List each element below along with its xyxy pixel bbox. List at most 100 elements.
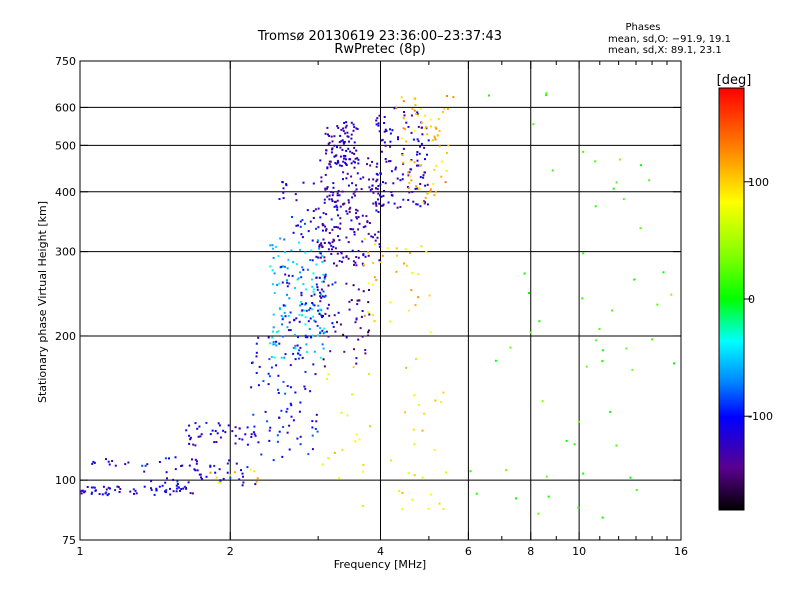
- data-point: [368, 178, 370, 181]
- data-point: [429, 188, 432, 191]
- data-point: [389, 301, 392, 304]
- y-tick-label: 100: [55, 474, 76, 487]
- data-point: [309, 390, 312, 393]
- data-point: [287, 329, 290, 332]
- data-point: [328, 314, 331, 317]
- data-point: [382, 203, 385, 206]
- data-point: [415, 185, 418, 188]
- data-point: [316, 288, 319, 291]
- data-point: [437, 118, 440, 121]
- data-point: [310, 294, 313, 297]
- data-point: [336, 321, 338, 324]
- data-point: [337, 126, 340, 129]
- data-point: [426, 153, 428, 156]
- data-point: [323, 242, 326, 244]
- data-point: [312, 290, 315, 293]
- data-point: [400, 96, 403, 99]
- data-point: [367, 232, 370, 235]
- data-point: [305, 351, 308, 353]
- data-point: [330, 190, 333, 193]
- data-point: [384, 144, 387, 147]
- data-point: [305, 343, 308, 346]
- data-point: [396, 206, 399, 209]
- data-point: [416, 164, 418, 167]
- data-point: [602, 349, 605, 352]
- data-point: [336, 199, 339, 202]
- data-point: [278, 282, 281, 285]
- data-point: [355, 357, 358, 360]
- data-point: [301, 236, 304, 239]
- data-point: [409, 160, 412, 163]
- data-point: [344, 132, 347, 135]
- data-point: [413, 394, 416, 397]
- data-point: [326, 186, 329, 189]
- data-point: [405, 264, 408, 267]
- data-point: [313, 350, 316, 353]
- data-point: [629, 476, 632, 479]
- data-point: [241, 472, 244, 475]
- data-point: [347, 257, 350, 260]
- data-point: [328, 135, 331, 137]
- data-point: [288, 424, 291, 427]
- data-point: [420, 126, 423, 129]
- x-axis-label: Frequency [MHz]: [334, 558, 426, 571]
- data-point: [421, 476, 424, 479]
- data-point: [272, 283, 274, 286]
- data-point: [185, 486, 187, 489]
- data-point: [411, 272, 414, 274]
- data-point: [303, 385, 306, 388]
- data-point: [262, 380, 265, 383]
- data-point: [389, 160, 392, 163]
- data-point: [255, 480, 258, 483]
- data-point: [246, 466, 249, 469]
- data-point: [134, 489, 137, 492]
- data-point: [341, 448, 344, 451]
- data-point: [333, 205, 336, 208]
- data-point: [286, 281, 289, 284]
- data-point: [367, 331, 370, 334]
- data-point: [314, 208, 317, 211]
- data-point: [169, 493, 172, 496]
- data-point: [280, 356, 283, 359]
- data-point: [411, 498, 414, 501]
- data-point: [289, 402, 292, 405]
- data-point: [275, 344, 278, 347]
- data-point: [352, 123, 355, 126]
- data-point: [322, 224, 325, 226]
- data-point: [376, 178, 379, 181]
- data-point: [395, 270, 398, 273]
- data-point: [356, 303, 359, 306]
- data-point: [218, 468, 221, 471]
- data-point: [342, 203, 345, 206]
- data-point: [337, 214, 339, 217]
- data-point: [294, 358, 297, 361]
- data-point: [284, 304, 287, 307]
- data-point: [380, 195, 383, 198]
- data-point: [309, 220, 312, 223]
- data-point: [411, 108, 414, 110]
- data-point: [288, 321, 291, 324]
- data-point: [98, 493, 101, 495]
- data-point: [278, 416, 281, 419]
- data-point: [276, 283, 279, 286]
- data-point: [299, 354, 302, 357]
- data-point: [336, 206, 339, 209]
- data-point: [213, 441, 216, 444]
- data-point: [320, 296, 323, 299]
- data-point: [282, 197, 285, 200]
- axis-ticks: 1 2 4 6 8 10 16 75 100 200 300 400 500 600 750: [55, 55, 688, 558]
- data-point: [298, 410, 301, 413]
- data-point: [424, 171, 426, 174]
- data-point: [396, 254, 398, 257]
- data-point: [357, 256, 360, 259]
- data-point: [300, 276, 303, 279]
- data-point: [337, 235, 339, 238]
- data-point: [545, 92, 548, 95]
- data-point: [355, 208, 358, 211]
- data-point: [350, 219, 353, 222]
- data-point: [331, 322, 334, 325]
- data-point: [269, 244, 272, 247]
- data-point: [419, 163, 422, 166]
- data-point: [324, 275, 327, 278]
- data-point: [321, 246, 324, 248]
